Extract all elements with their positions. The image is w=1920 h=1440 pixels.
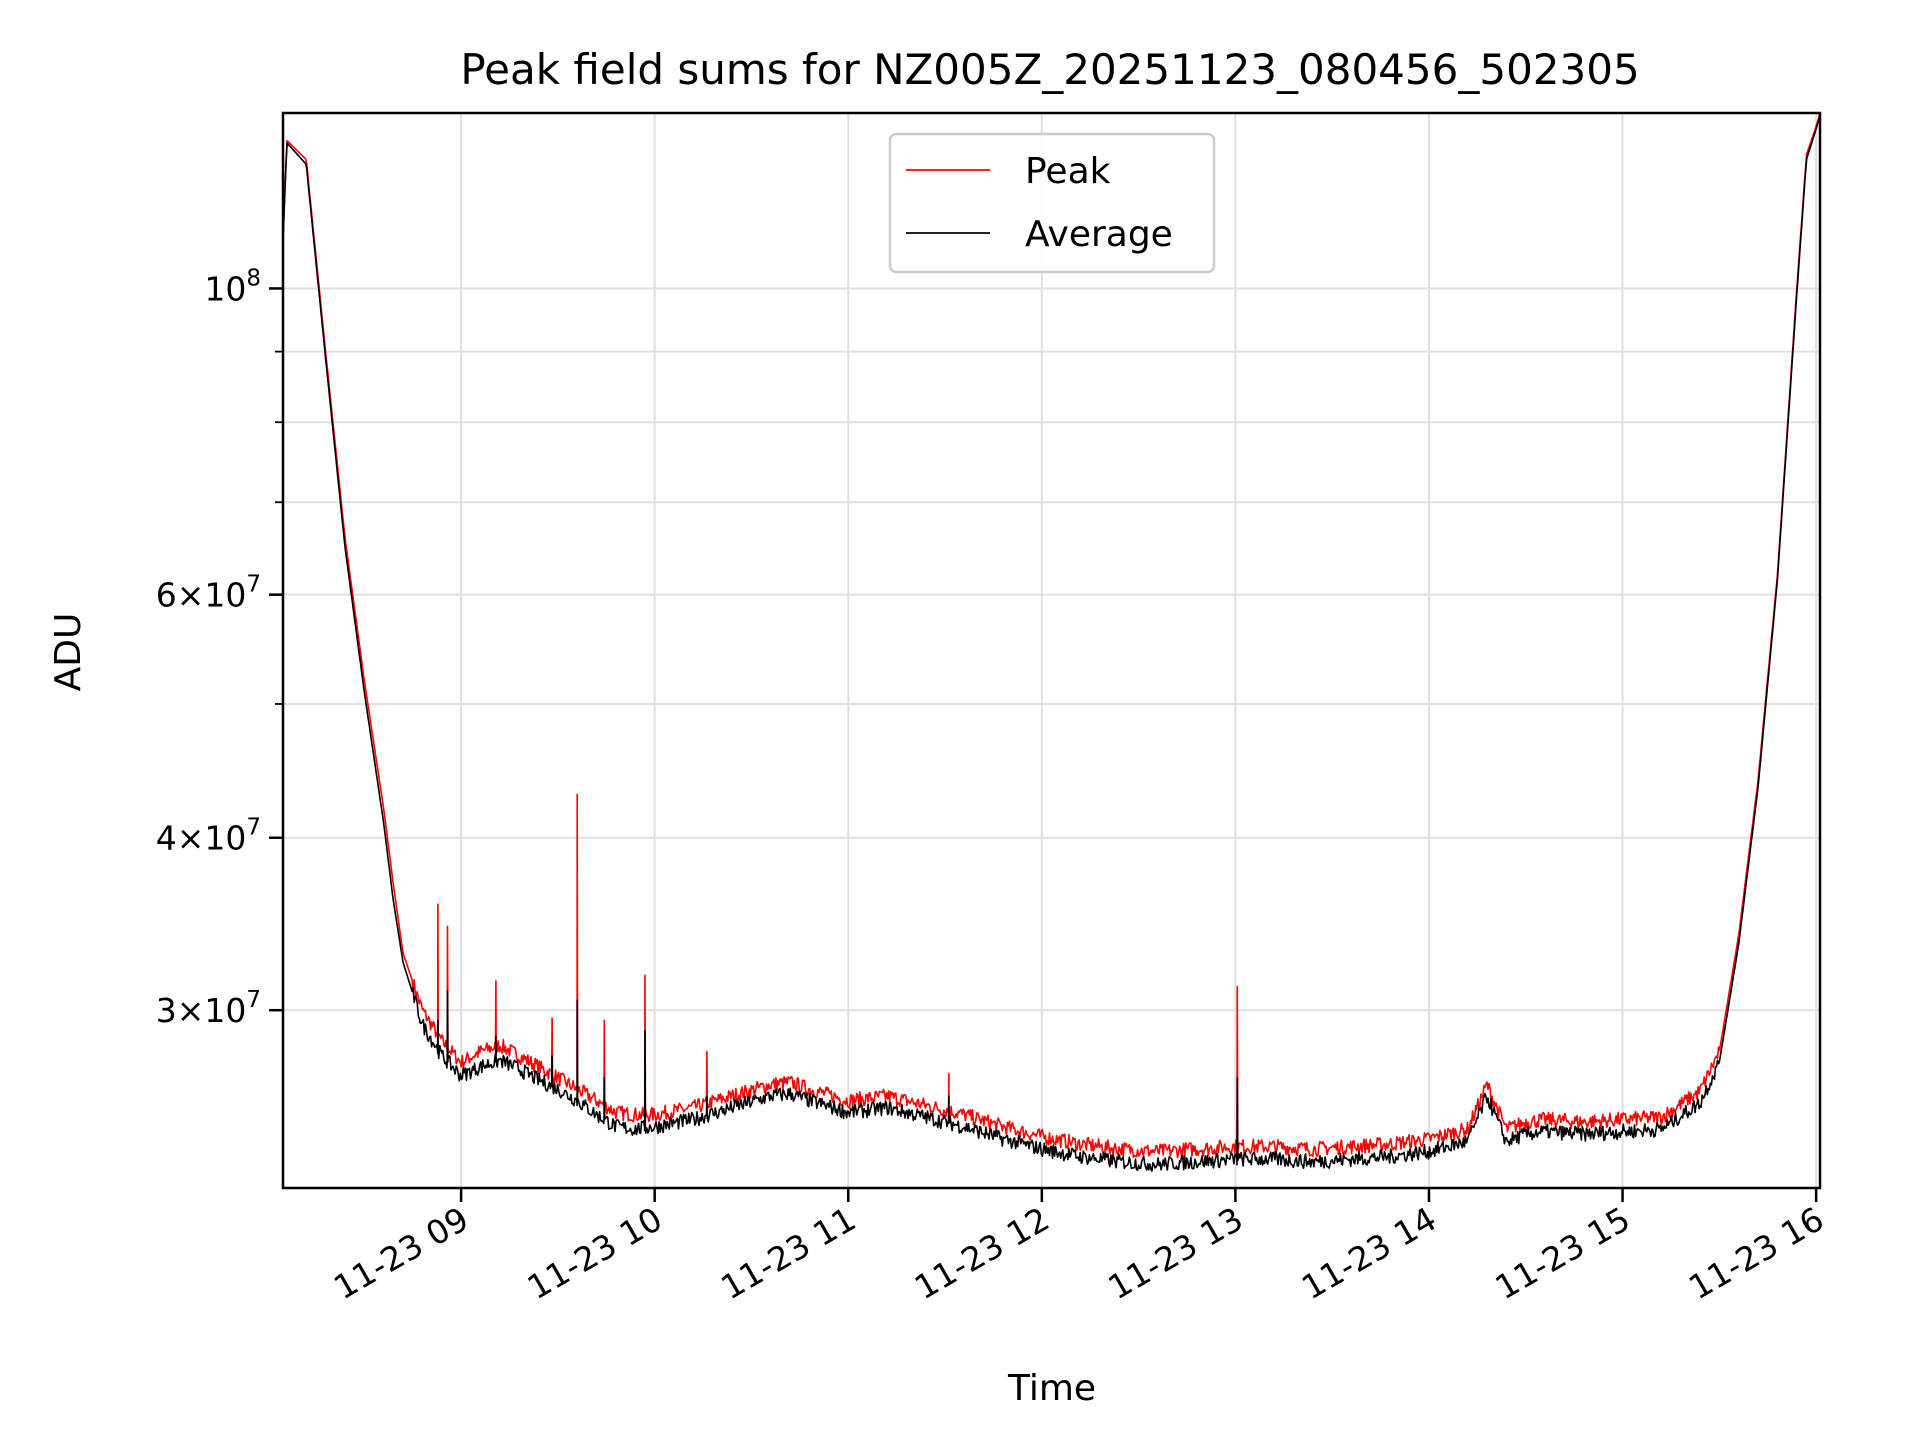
legend-peak-label: Peak [1025, 151, 1111, 192]
chart-title: Peak field sums for NZ005Z_20251123_0804… [460, 45, 1639, 94]
y-tick-label: 3×107 [156, 987, 261, 1030]
y-tick-label: 4×107 [156, 815, 261, 858]
plot-frame [281, 111, 1822, 1190]
series-layer [282, 112, 1821, 1172]
average-series-line [282, 114, 1821, 1172]
legend-box [888, 132, 1216, 274]
legend-average-label: Average [1025, 214, 1173, 255]
x-axis-label: Time [1007, 1368, 1096, 1409]
grid-layer [283, 113, 1820, 1188]
peak-series-line [282, 112, 1821, 1159]
legend: Peak Average [888, 132, 1216, 274]
y-axis-label: ADU [48, 613, 89, 692]
y-tick-label: 6×107 [156, 572, 261, 615]
y-tick-label: 108 [204, 265, 261, 308]
